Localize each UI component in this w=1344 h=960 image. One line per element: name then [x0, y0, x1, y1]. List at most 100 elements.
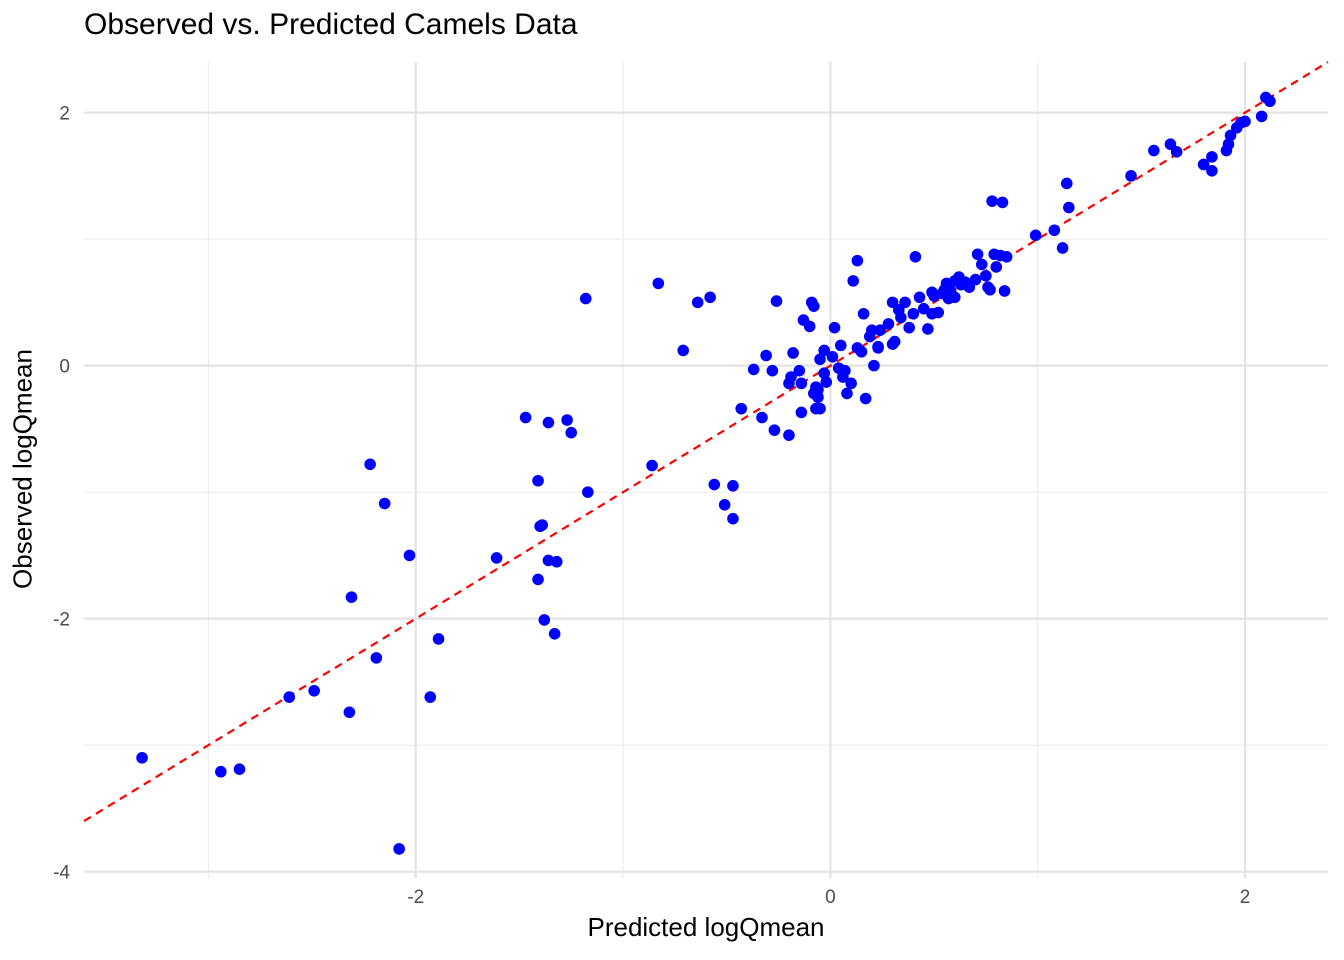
data-point [747, 363, 760, 376]
major-gridlines [84, 62, 1328, 878]
data-point [795, 377, 808, 390]
data-point [283, 691, 296, 703]
data-point [1125, 170, 1137, 182]
data-point [378, 497, 391, 510]
data-point [855, 345, 868, 358]
data-point [370, 652, 383, 664]
data-point [424, 691, 437, 703]
data-point [136, 752, 148, 764]
data-point [787, 347, 799, 359]
y-tick-label: 2 [59, 104, 70, 125]
data-point [903, 321, 915, 334]
data-point [393, 843, 405, 855]
data-point [215, 765, 227, 778]
data-point [859, 392, 872, 405]
data-point [691, 296, 704, 309]
data-point [845, 377, 857, 390]
data-point [996, 196, 1009, 209]
data-point [808, 300, 820, 312]
data-point [432, 633, 445, 645]
data-point [1148, 144, 1160, 157]
data-point [872, 342, 884, 354]
data-point [548, 628, 561, 640]
data-point [538, 614, 551, 626]
data-point [909, 251, 922, 263]
data-point [847, 275, 860, 287]
data-point [565, 426, 578, 439]
data-point [490, 552, 503, 564]
data-point [990, 261, 1003, 273]
data-point [1000, 251, 1013, 263]
data-point [795, 406, 808, 419]
data-point [949, 291, 961, 304]
data-point [907, 307, 920, 320]
data-point [986, 195, 998, 207]
data-point [718, 498, 731, 511]
data-point [814, 353, 826, 366]
data-point [917, 302, 930, 315]
data-points [136, 91, 1276, 855]
data-point [582, 486, 594, 498]
y-axis-label: Observed logQmean [7, 349, 38, 589]
data-point [1264, 95, 1276, 108]
data-point [857, 307, 870, 320]
data-point [1063, 201, 1075, 214]
identity-reference-line [83, 61, 1329, 823]
minor-gridlines [84, 62, 1328, 878]
data-point [1170, 146, 1183, 158]
data-point [532, 474, 544, 487]
data-point [768, 424, 781, 436]
data-point [536, 519, 549, 531]
data-point [913, 291, 926, 304]
data-point [868, 359, 880, 372]
data-point [770, 295, 783, 307]
x-tick-label: 0 [825, 887, 836, 908]
x-tick-label: -2 [407, 887, 424, 908]
data-point [998, 285, 1011, 297]
data-point [841, 387, 853, 400]
data-point [233, 763, 246, 775]
data-point [793, 364, 806, 377]
data-point [519, 411, 532, 424]
data-point [839, 364, 851, 377]
data-point [932, 306, 945, 319]
data-point [308, 684, 320, 697]
data-point [727, 480, 739, 492]
data-point [899, 296, 911, 309]
data-point [1239, 115, 1251, 128]
data-point [803, 320, 816, 333]
data-point [542, 416, 555, 429]
data-point [984, 283, 996, 296]
data-point [895, 311, 907, 324]
data-point [1048, 224, 1061, 237]
y-tick-label: -4 [53, 863, 70, 884]
data-point [727, 512, 739, 525]
data-point [1029, 229, 1042, 242]
y-tick-label: 0 [59, 357, 70, 378]
x-tick-label: 2 [1240, 887, 1251, 908]
data-point [343, 706, 356, 719]
data-point [1206, 165, 1218, 177]
data-point [866, 324, 878, 337]
data-point [550, 555, 563, 568]
data-point [969, 273, 982, 286]
data-point [677, 344, 689, 357]
data-point [922, 323, 934, 335]
data-point [579, 292, 592, 305]
data-point [828, 321, 841, 334]
data-point [834, 339, 847, 352]
data-point [1255, 110, 1268, 123]
y-axis-tick-labels: -4 -2 0 2 [53, 104, 70, 884]
data-point [851, 254, 864, 267]
data-point [646, 459, 658, 472]
chart-title: Observed vs. Predicted Camels Data [84, 8, 578, 41]
data-point [888, 335, 901, 348]
data-point [760, 349, 772, 362]
data-point [735, 402, 748, 415]
data-point [345, 591, 358, 603]
x-axis-label: Predicted logQmean [587, 912, 825, 942]
data-point [756, 411, 768, 424]
x-axis-tick-labels: -2 0 2 [407, 887, 1250, 908]
y-tick-label: -2 [53, 610, 70, 631]
data-point [708, 478, 721, 491]
